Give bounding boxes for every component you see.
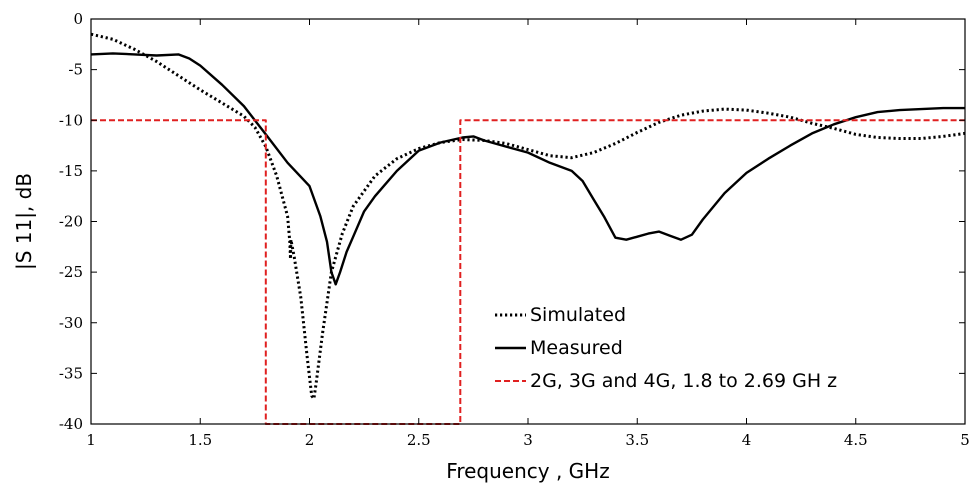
series-line-2g-3g — [91, 119, 965, 425]
y-tick-label: -20 — [59, 213, 83, 231]
legend-label: Simulated — [530, 304, 626, 326]
y-tick-label: 0 — [73, 10, 83, 28]
legend-background — [493, 304, 928, 404]
x-tick-label: 1 — [86, 431, 96, 449]
legend-label: 2G, 3G and 4G, 1.8 to 2.69 GH z — [530, 370, 837, 392]
series-line-measured — [90, 52, 965, 286]
series-line-simulated — [90, 32, 966, 401]
plot-area — [90, 32, 966, 425]
x-tick-label: 3 — [523, 431, 533, 449]
x-tick-label: 3.5 — [625, 431, 649, 449]
axis-ticks: 1 1.5 2 2.5 3 3.5 4 4.5 5 0 -5 -10 -15 -20 -25 -30 -35 -4… — [59, 10, 970, 449]
x-tick-label: 2 — [305, 431, 315, 449]
y-tick-label: -35 — [59, 364, 83, 382]
y-tick-label: -25 — [59, 263, 83, 281]
y-tick-label: -10 — [59, 111, 83, 129]
legend-label: Measured — [530, 337, 623, 359]
x-tick-label: 5 — [960, 431, 970, 449]
legend: Simulated Measured 2G, 3G and 4G, 1.8 to 2… — [493, 304, 928, 404]
y-tick-label: -15 — [59, 162, 83, 180]
y-tick-label: -40 — [59, 415, 83, 433]
x-tick-label: 2.5 — [407, 431, 431, 449]
x-tick-label: 4 — [742, 431, 752, 449]
y-axis-title: |S 11|, dB — [12, 173, 36, 270]
x-axis-title: Frequency , GHz — [446, 459, 609, 483]
x-tick-label: 1.5 — [188, 431, 212, 449]
y-tick-label: -30 — [59, 314, 83, 332]
x-tick-label: 4.5 — [844, 431, 868, 449]
y-tick-label: -5 — [68, 61, 83, 79]
